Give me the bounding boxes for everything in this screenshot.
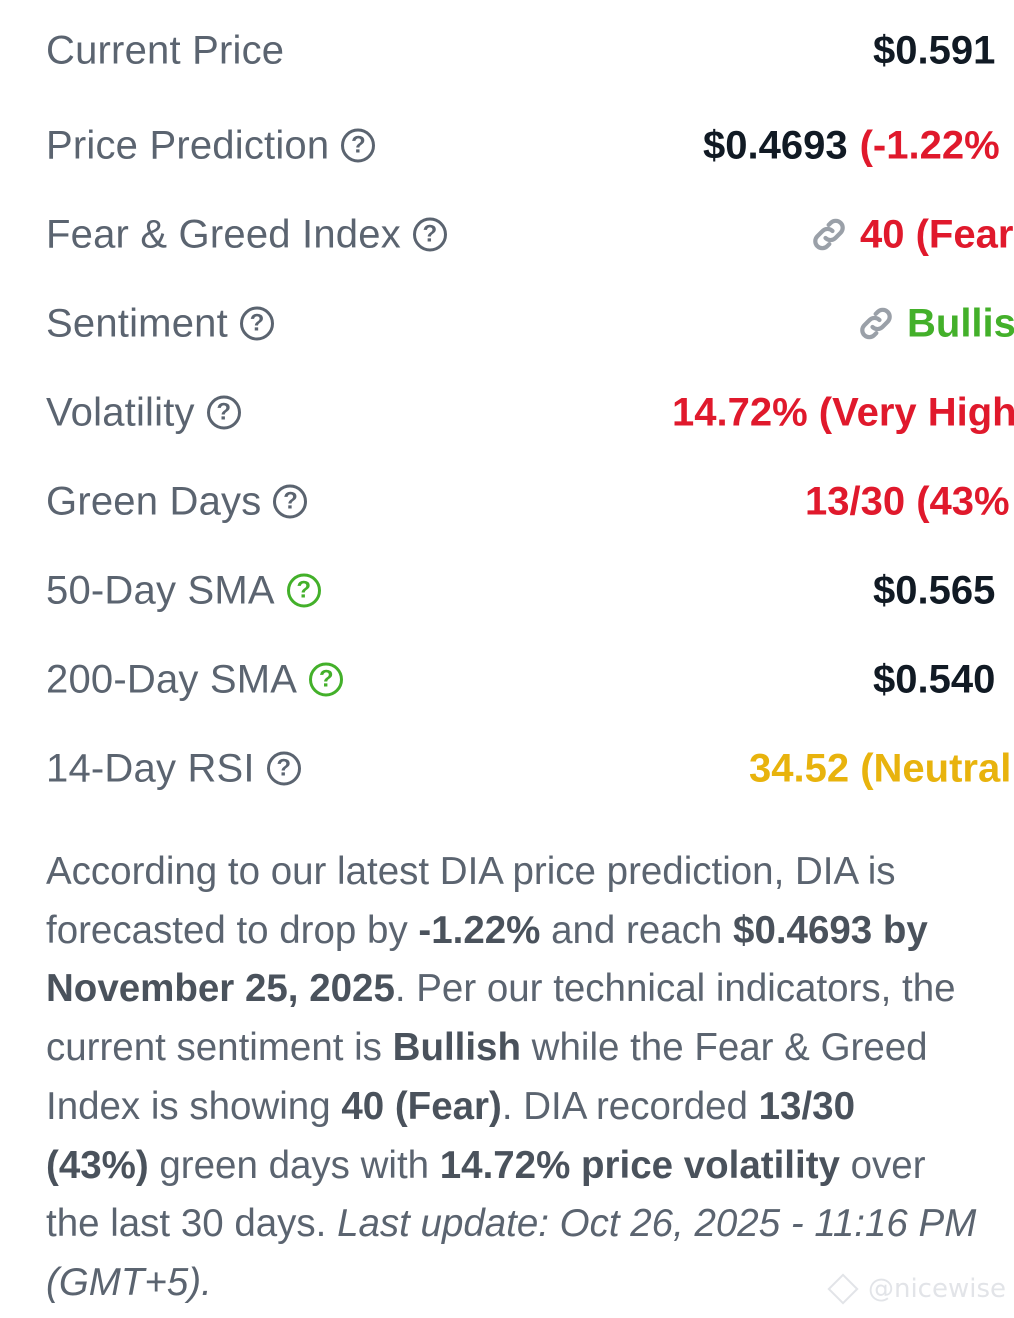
rsi-label: 14-Day RSI (46, 746, 255, 790)
last-update: Last update: Oct 26, 2025 - 11:16 PM (337, 1202, 977, 1246)
stats-table: Current Price $0.591 Price Prediction ? … (0, 0, 1014, 813)
row-label-wrap: Green Days ? (46, 479, 308, 524)
green-days-label: Green Days (46, 479, 262, 523)
summary-text: while the Fear & Greed (520, 1026, 928, 1070)
price-prediction-value: $0.4693 (703, 123, 848, 167)
fear-greed-value-wrap[interactable]: 40 (Fear (808, 212, 1013, 257)
summary-line: November 25, 2025. Per our technical ind… (46, 960, 1014, 1019)
row-label-wrap: Sentiment ? (46, 301, 274, 346)
watermark-text: @nicewise (867, 1274, 1006, 1304)
row-current-price: Current Price $0.591 (0, 0, 1014, 101)
diamond-icon (827, 1273, 859, 1305)
current-price-value: $0.591 (873, 28, 996, 72)
row-200-day-sma: 200-Day SMA ? $0.540 (0, 635, 1014, 724)
summary-line: (43%) green days with 14.72% price volat… (46, 1137, 1014, 1196)
summary-line: (GMT+5). (46, 1254, 1014, 1313)
fear-greed-label: Fear & Greed Index (46, 212, 401, 256)
volatility-value-wrap: 14.72% (Very High (672, 390, 1014, 435)
summary-bold: 40 (Fear) (341, 1084, 502, 1128)
volatility-label: Volatility (46, 390, 195, 434)
help-icon[interactable]: ? (309, 662, 344, 697)
summary-text: According to our latest DIA price predic… (46, 850, 896, 893)
summary-paragraph: According to our latest DIA price predic… (46, 843, 1014, 1313)
summary-bold: $0.4693 by (733, 908, 928, 952)
row-sentiment: Sentiment ? Bullis (0, 279, 1014, 368)
sma200-label: 200-Day SMA (46, 657, 298, 701)
volatility-value: 14.72% (Very High (672, 390, 1014, 434)
timezone: (GMT+5). (46, 1260, 212, 1304)
help-icon[interactable]: ? (266, 751, 301, 786)
sma200-value: $0.540 (873, 657, 996, 701)
row-green-days: Green Days ? 13/30 (43% (0, 457, 1014, 546)
summary-text: Index is showing (46, 1084, 342, 1128)
sentiment-value-wrap[interactable]: Bullis (855, 301, 1014, 346)
summary-bold: November 25, 2025 (46, 967, 395, 1011)
price-prediction-value-wrap: $0.4693 (-1.22% (703, 123, 1000, 168)
row-label-wrap: 50-Day SMA ? (46, 568, 321, 613)
fear-greed-value[interactable]: 40 (Fear (860, 212, 1014, 256)
row-fear-greed: Fear & Greed Index ? 40 (Fear (0, 190, 1014, 279)
sentiment-value[interactable]: Bullis (907, 301, 1014, 345)
row-50-day-sma: 50-Day SMA ? $0.565 (0, 546, 1014, 635)
green-days-value-wrap: 13/30 (43% (805, 479, 1010, 524)
summary-bold: 13/30 (758, 1084, 855, 1128)
summary-text: current sentiment is (46, 1026, 393, 1070)
row-label-wrap: Current Price (46, 28, 284, 73)
summary-text: the last 30 days. (46, 1202, 338, 1246)
summary-bold: -1.22% (418, 908, 541, 952)
row-price-prediction: Price Prediction ? $0.4693 (-1.22% (0, 101, 1014, 190)
summary-line: According to our latest DIA price predic… (46, 843, 1014, 902)
price-prediction-change: (-1.22% (859, 123, 1000, 167)
help-icon[interactable]: ? (273, 484, 308, 519)
sentiment-label: Sentiment (46, 301, 228, 345)
summary-text: forecasted to drop by (46, 908, 419, 952)
summary-line: the last 30 days. Last update: Oct 26, 2… (46, 1195, 1014, 1254)
row-label-wrap: 200-Day SMA ? (46, 657, 344, 702)
summary-text: over (839, 1143, 926, 1187)
summary-text: . DIA recorded (501, 1084, 759, 1128)
summary-bold: Bullish (392, 1026, 521, 1070)
help-icon[interactable]: ? (412, 217, 447, 252)
help-icon[interactable]: ? (341, 128, 376, 163)
current-price-value-wrap: $0.591 (873, 28, 995, 73)
green-days-value: 13/30 (43% (805, 479, 1010, 523)
help-icon[interactable]: ? (239, 306, 274, 341)
row-label-wrap: Volatility ? (46, 390, 241, 435)
summary-line: forecasted to drop by -1.22% and reach $… (46, 902, 1014, 961)
row-label-wrap: 14-Day RSI ? (46, 746, 301, 791)
summary-bold: (43%) (46, 1143, 149, 1187)
summary-line: current sentiment is Bullish while the F… (46, 1019, 1014, 1078)
summary-text: green days with (148, 1143, 440, 1187)
sma50-label: 50-Day SMA (46, 568, 275, 612)
current-price-label: Current Price (46, 28, 285, 72)
summary-bold: 14.72% price volatility (439, 1143, 840, 1187)
help-icon[interactable]: ? (286, 573, 321, 608)
price-prediction-label: Price Prediction (46, 123, 330, 167)
row-label-wrap: Price Prediction ? (46, 123, 376, 168)
watermark: @nicewise (827, 1273, 1006, 1305)
sma50-value: $0.565 (873, 568, 996, 612)
rsi-value: 34.52 (Neutral (749, 746, 1012, 790)
row-14-day-rsi: 14-Day RSI ? 34.52 (Neutral (0, 724, 1014, 813)
row-label-wrap: Fear & Greed Index ? (46, 212, 447, 257)
help-icon[interactable]: ? (206, 395, 241, 430)
sma50-value-wrap: $0.565 (873, 568, 995, 613)
rsi-value-wrap: 34.52 (Neutral (749, 746, 1011, 791)
summary-line: Index is showing 40 (Fear). DIA recorded… (46, 1078, 1014, 1137)
link-icon[interactable] (808, 214, 850, 256)
link-icon[interactable] (855, 303, 897, 345)
row-volatility: Volatility ? 14.72% (Very High (0, 368, 1014, 457)
summary-text: and reach (540, 908, 734, 952)
sma200-value-wrap: $0.540 (873, 657, 995, 702)
summary-text: . Per our technical indicators, the (394, 967, 956, 1011)
